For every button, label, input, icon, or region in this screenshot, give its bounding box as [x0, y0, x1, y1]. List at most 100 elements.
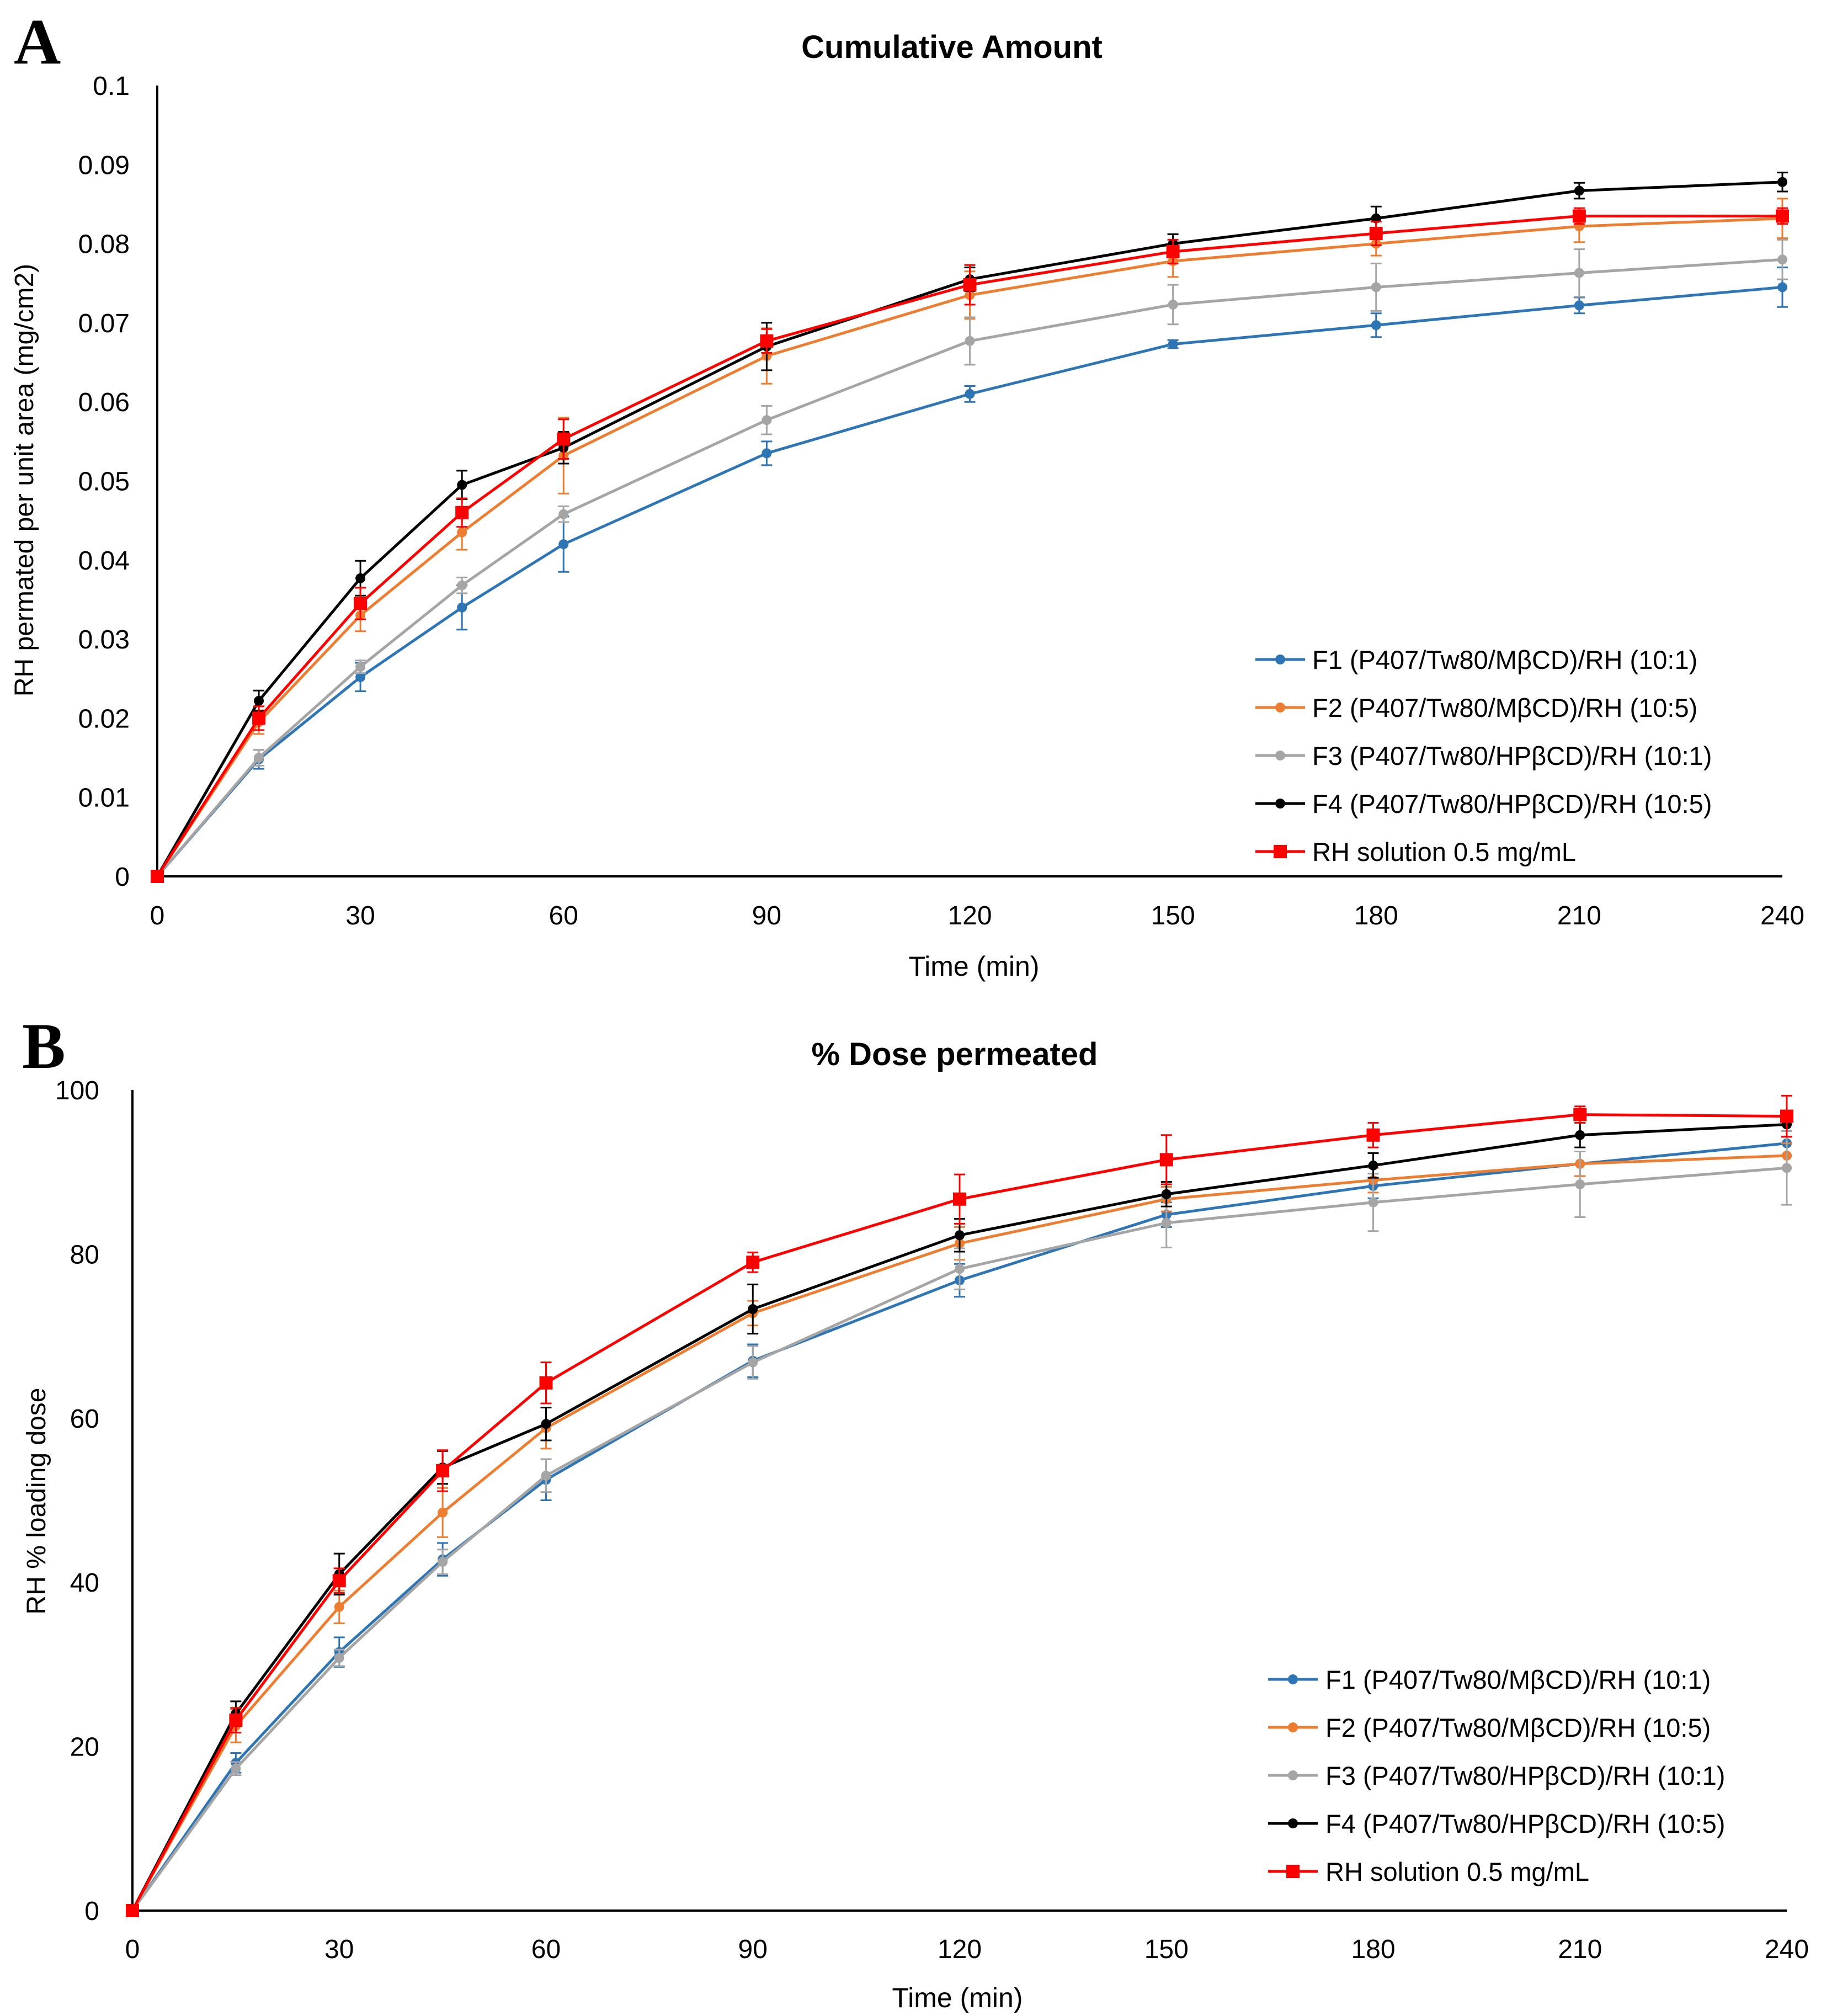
legend-label: RH solution 0.5 mg/mL: [1325, 1857, 1589, 1886]
legend-marker: [1288, 1818, 1298, 1828]
legend-label: F4 (P407/Tw80/HPβCD)/RH (10:5): [1325, 1809, 1725, 1838]
series-5: [126, 1094, 1793, 1917]
x-tick-label: 120: [947, 901, 992, 930]
y-tick-label: 0.04: [78, 546, 130, 576]
data-point: [254, 753, 264, 763]
y-axis-label: RH % loading dose: [22, 1388, 51, 1615]
y-tick-label: 0: [115, 863, 130, 892]
x-tick-label: 180: [1351, 1935, 1395, 1964]
data-point: [1573, 1108, 1587, 1121]
legend-label: F1 (P407/Tw80/MβCD)/RH (10:1): [1325, 1665, 1711, 1694]
data-point: [541, 1470, 551, 1481]
data-point: [760, 334, 774, 348]
data-point: [748, 1357, 758, 1368]
x-tick-label: 240: [1760, 901, 1804, 930]
x-tick-label: 150: [1151, 901, 1195, 930]
legend-label: F4 (P407/Tw80/HPβCD)/RH (10:5): [1312, 789, 1712, 818]
data-point: [355, 662, 366, 672]
data-point: [438, 1507, 448, 1518]
data-point: [1159, 1153, 1173, 1167]
panel-letter: A: [14, 6, 61, 78]
data-point: [1166, 244, 1180, 258]
y-tick-label: 60: [70, 1405, 99, 1434]
data-point: [1777, 177, 1787, 187]
data-point: [746, 1256, 760, 1269]
data-point: [1575, 1179, 1585, 1190]
data-point: [254, 695, 264, 706]
legend-entry: F1 (P407/Tw80/MβCD)/RH (10:1): [1268, 1665, 1711, 1694]
legend-marker: [1288, 1722, 1298, 1732]
data-point: [355, 573, 366, 583]
data-point: [1368, 1197, 1378, 1208]
data-point: [1575, 1130, 1585, 1140]
y-tick-label: 0.06: [78, 388, 130, 417]
data-point: [953, 1192, 966, 1206]
y-tick-label: 0.02: [78, 704, 130, 733]
data-point: [1777, 254, 1787, 265]
data-point: [457, 480, 467, 490]
y-tick-label: 0: [84, 1897, 99, 1926]
data-point: [252, 711, 266, 725]
x-tick-label: 180: [1354, 901, 1398, 930]
data-point: [457, 602, 467, 613]
data-point: [355, 672, 366, 682]
x-tick-label: 30: [345, 901, 375, 930]
data-point: [762, 448, 772, 459]
x-tick-label: 120: [938, 1935, 982, 1964]
data-point: [457, 580, 467, 591]
data-point: [334, 1653, 344, 1663]
x-tick-label: 90: [738, 1935, 768, 1964]
y-tick-label: 100: [55, 1076, 99, 1105]
x-tick-label: 150: [1144, 1935, 1189, 1964]
data-point: [1574, 300, 1584, 311]
data-point: [1368, 1160, 1378, 1171]
y-tick-label: 20: [70, 1733, 99, 1762]
data-point: [965, 336, 975, 346]
legend-entry: F2 (P407/Tw80/MβCD)/RH (10:5): [1268, 1713, 1711, 1742]
y-tick-label: 0.08: [78, 230, 130, 259]
legend-entry: F4 (P407/Tw80/HPβCD)/RH (10:5): [1255, 789, 1712, 818]
x-tick-label: 210: [1558, 1935, 1602, 1964]
x-axis-label: Time (min): [908, 951, 1039, 982]
x-tick-label: 60: [549, 901, 578, 930]
data-point: [1776, 209, 1789, 223]
data-point: [1161, 1189, 1172, 1199]
data-point: [955, 1264, 965, 1274]
panel-a: A Cumulative Amount 0 0.01 0.02 0.03 0.04 0.05 0…: [10, 6, 1804, 982]
data-point: [1574, 185, 1584, 196]
legend-marker: [1275, 751, 1285, 760]
chart-title: % Dose permeated: [812, 1036, 1098, 1072]
x-tick-label: 90: [752, 901, 781, 930]
panel-letter: B: [22, 1010, 66, 1082]
legend-marker: [1274, 845, 1287, 858]
data-point: [229, 1714, 243, 1727]
data-point: [455, 506, 469, 519]
data-point: [541, 1419, 551, 1429]
legend-entry: F3 (P407/Tw80/HPβCD)/RH (10:1): [1268, 1761, 1725, 1790]
legend-label: F2 (P407/Tw80/MβCD)/RH (10:5): [1325, 1713, 1711, 1742]
data-point: [332, 1574, 346, 1588]
legend-marker: [1286, 1865, 1300, 1878]
data-point: [965, 389, 975, 399]
legend: F1 (P407/Tw80/MβCD)/RH (10:1) F2 (P407/Tw…: [1268, 1665, 1725, 1886]
legend-entry: F3 (P407/Tw80/HPβCD)/RH (10:1): [1255, 741, 1712, 770]
y-tick-label: 0.03: [78, 625, 130, 655]
data-point: [1777, 282, 1787, 292]
x-tick-label: 0: [150, 901, 165, 930]
x-tick-label: 0: [125, 1935, 140, 1964]
data-point: [1780, 1109, 1793, 1123]
data-point: [1366, 1128, 1380, 1142]
data-point: [1371, 282, 1381, 292]
data-point: [963, 278, 977, 292]
data-point: [762, 415, 772, 425]
data-point: [558, 539, 569, 550]
data-point: [1574, 268, 1584, 278]
y-tick-label: 80: [70, 1240, 99, 1269]
data-point: [1168, 299, 1178, 310]
x-tick-label: 30: [324, 1935, 354, 1964]
series-5: [151, 207, 1789, 883]
legend-label: F2 (P407/Tw80/MβCD)/RH (10:5): [1312, 693, 1697, 722]
legend-entry: RH solution 0.5 mg/mL: [1255, 837, 1576, 866]
data-point: [1369, 226, 1383, 240]
